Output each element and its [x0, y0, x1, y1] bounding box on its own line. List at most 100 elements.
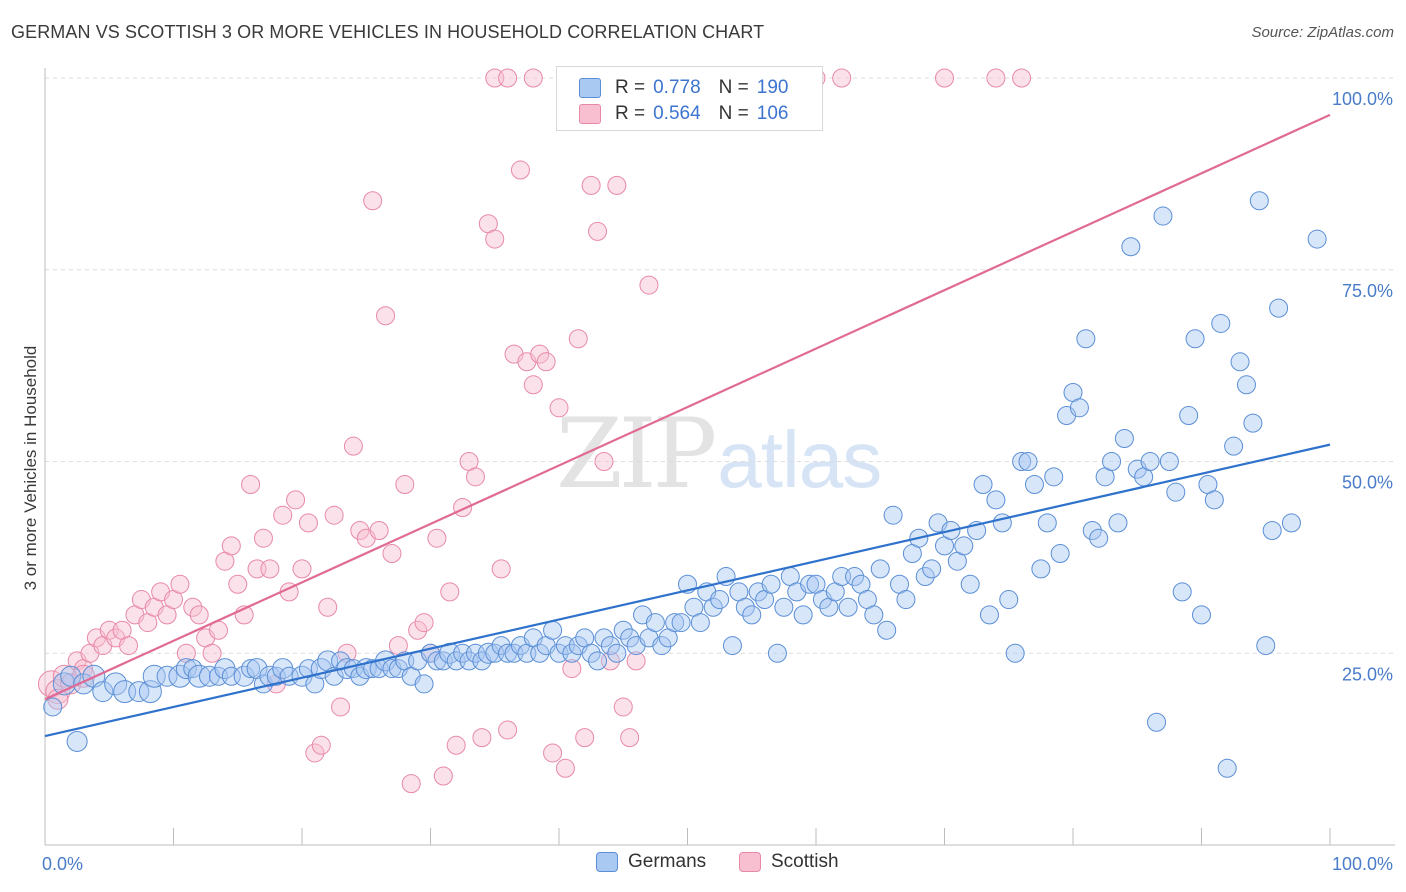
legend-item-scottish[interactable]: Scottish: [739, 851, 839, 873]
scottish-point: [395, 475, 415, 495]
german-point: [214, 658, 236, 680]
trend-lines: [44, 113, 1331, 738]
y-tick-label: 75.0%: [1342, 281, 1393, 301]
scottish-point: [369, 521, 389, 541]
scottish-point: [832, 68, 852, 88]
scottish-point: [594, 452, 614, 471]
german-point: [922, 559, 942, 579]
german-point: [1050, 544, 1070, 564]
german-point: [1121, 237, 1141, 257]
german-point: [465, 643, 485, 663]
y-tick-label: 50.0%: [1342, 473, 1393, 493]
scottish-point: [202, 643, 222, 663]
german-point: [845, 567, 865, 587]
german-point: [1211, 313, 1231, 333]
scottish-point: [1012, 68, 1032, 88]
r-label: R =: [615, 77, 646, 98]
german-point: [973, 475, 993, 495]
scottish-point: [523, 375, 543, 395]
scottish-point: [523, 68, 543, 88]
german-point: [1281, 513, 1301, 533]
scottish-point: [986, 68, 1006, 88]
scottish-point: [350, 521, 370, 541]
scottish-point: [536, 352, 556, 372]
german-point: [1037, 513, 1057, 533]
scottish-point: [324, 505, 344, 525]
german-point: [588, 651, 608, 671]
axes: [44, 68, 1395, 846]
scottish-point: [626, 651, 646, 671]
german-point: [838, 597, 858, 617]
german-point: [1256, 636, 1276, 656]
german-point: [1159, 452, 1179, 471]
scottish-point: [935, 68, 954, 88]
scottish-point: [382, 544, 402, 564]
german-point: [241, 659, 261, 679]
scottish-point: [292, 559, 312, 579]
legend-label-scottish: Scottish: [771, 851, 839, 872]
german-point: [43, 697, 63, 717]
german-swatch: [596, 852, 618, 872]
scottish-point: [639, 275, 659, 295]
german-point: [1012, 452, 1032, 471]
german-point: [92, 681, 114, 703]
german-point: [530, 643, 550, 663]
german-point: [142, 664, 166, 688]
german-point: [175, 658, 197, 680]
series-legend: Germans Scottish: [0, 851, 1406, 877]
german-point: [877, 620, 897, 640]
german-point: [1249, 191, 1269, 211]
german-point: [703, 597, 723, 617]
german-point: [66, 730, 88, 752]
german-point: [600, 636, 620, 656]
german-point: [581, 643, 601, 663]
german-point: [60, 665, 82, 687]
scottish-point: [465, 467, 485, 487]
german-point: [735, 597, 755, 617]
german-point: [1147, 712, 1167, 732]
correlation-legend: R = 0.778 N = 190 R = 0.564 N = 106: [556, 66, 823, 131]
scottish-point: [446, 735, 466, 755]
n-label: N =: [718, 103, 749, 124]
legend-item-germans[interactable]: Germans: [596, 851, 706, 873]
r-label: R =: [615, 103, 646, 124]
scottish-point: [286, 490, 306, 510]
german-point: [1031, 559, 1051, 579]
german-point: [665, 613, 685, 633]
x-tick-label-max: 100.0%: [1332, 854, 1393, 874]
scottish-point: [433, 766, 453, 786]
german-point: [1108, 513, 1128, 533]
german-point: [104, 672, 128, 696]
german-point: [1179, 405, 1199, 425]
german-point: [954, 536, 974, 556]
german-point: [1230, 352, 1250, 372]
german-point: [800, 574, 820, 594]
scottish-point: [562, 659, 582, 679]
german-point: [1166, 482, 1186, 502]
legend-row-germans: R = 0.778 N = 190: [579, 76, 788, 100]
german-point: [1069, 398, 1089, 418]
german-point: [793, 605, 813, 625]
scottish-point: [228, 574, 248, 594]
german-point: [690, 613, 710, 633]
german-point: [986, 490, 1006, 510]
scottish-point: [498, 68, 518, 88]
watermark-atlas: atlas: [717, 415, 882, 504]
german-point: [999, 590, 1019, 610]
german-point: [1262, 521, 1282, 541]
scottish-point: [221, 536, 241, 556]
scottish-point: [343, 436, 363, 456]
scottish-point: [119, 636, 139, 656]
german-point: [128, 681, 150, 703]
scottish-point: [318, 597, 338, 617]
scottish-point: [311, 735, 331, 755]
scottish-point: [376, 306, 396, 326]
german-point: [883, 505, 903, 525]
scottish-point: [498, 720, 518, 740]
german-point: [246, 658, 268, 680]
r-value: 0.778: [653, 77, 701, 98]
german-point: [722, 636, 742, 656]
german-point: [671, 613, 691, 633]
german-point: [363, 659, 383, 679]
german-point: [1089, 528, 1109, 548]
